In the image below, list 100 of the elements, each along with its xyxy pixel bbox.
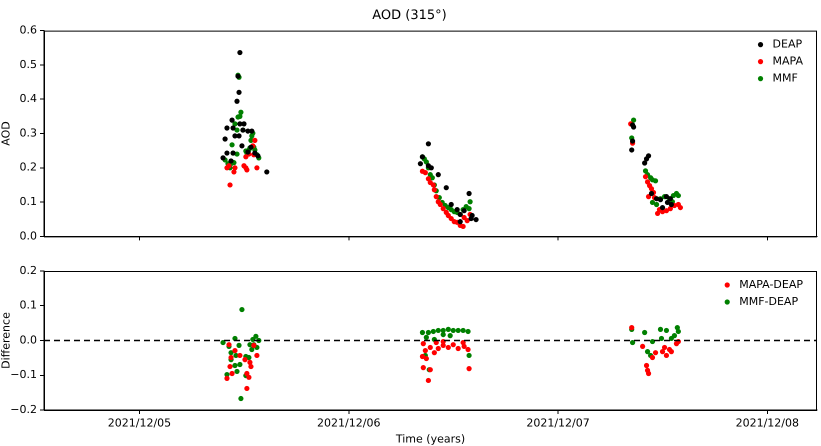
point xyxy=(642,330,648,336)
point xyxy=(426,330,431,336)
point xyxy=(664,328,670,334)
point xyxy=(668,202,674,208)
point xyxy=(466,352,472,358)
point xyxy=(234,368,240,374)
y-tick-label: 0.2 xyxy=(20,264,37,277)
point xyxy=(432,350,437,356)
point xyxy=(662,344,668,350)
point xyxy=(450,328,456,334)
point xyxy=(650,338,656,344)
point xyxy=(220,340,226,346)
point xyxy=(644,349,650,354)
point xyxy=(236,90,242,95)
point xyxy=(658,326,664,332)
point xyxy=(640,344,646,350)
point xyxy=(646,153,652,158)
y-tick-label: 0.0 xyxy=(20,333,37,346)
point xyxy=(644,368,650,373)
y-tick-label: 0.3 xyxy=(20,126,37,140)
point xyxy=(664,208,670,214)
point xyxy=(473,216,479,222)
point xyxy=(232,362,238,368)
point xyxy=(466,190,472,196)
y-tick-label: 0.6 xyxy=(20,23,37,36)
point xyxy=(458,219,463,224)
point xyxy=(249,346,254,352)
point xyxy=(246,374,252,380)
point xyxy=(460,340,466,346)
point xyxy=(456,346,461,352)
point xyxy=(456,328,461,334)
point xyxy=(237,50,242,56)
point xyxy=(228,158,234,164)
point xyxy=(422,348,428,354)
point xyxy=(227,364,233,370)
point xyxy=(228,350,234,356)
point xyxy=(664,200,670,206)
y-tick-label: 0.1 xyxy=(20,194,37,208)
point xyxy=(678,204,683,210)
legend-label: MAPA xyxy=(772,54,804,68)
point xyxy=(239,306,245,312)
point xyxy=(664,352,670,358)
point xyxy=(242,357,248,362)
x-tick-label: 2021/12/05 xyxy=(108,416,172,430)
point xyxy=(222,136,228,142)
point xyxy=(466,366,472,372)
y-tick-label: −0.1 xyxy=(10,368,37,382)
point xyxy=(428,165,434,170)
point xyxy=(420,365,426,370)
point xyxy=(420,354,426,360)
point xyxy=(666,346,672,352)
point xyxy=(654,210,660,216)
point xyxy=(224,376,230,381)
point xyxy=(234,98,240,104)
point xyxy=(244,386,250,392)
point xyxy=(236,342,242,348)
y-tick-label: −0.2 xyxy=(10,402,37,416)
point xyxy=(227,182,233,188)
x-tick-label: 2021/12/08 xyxy=(736,416,799,430)
y-tick-label: 0.5 xyxy=(20,58,37,71)
point xyxy=(232,165,238,170)
x-axis-title: Time (years) xyxy=(394,432,466,446)
point xyxy=(430,328,436,334)
point xyxy=(252,138,258,143)
point xyxy=(660,349,666,354)
chart-title: AOD (315°) xyxy=(372,8,447,24)
point xyxy=(642,160,648,166)
point xyxy=(630,340,636,346)
point xyxy=(676,328,681,334)
point xyxy=(460,328,466,334)
point xyxy=(446,344,451,350)
point xyxy=(426,378,431,384)
point xyxy=(444,185,449,190)
point xyxy=(660,204,666,210)
point xyxy=(424,334,429,340)
point xyxy=(230,125,236,131)
point xyxy=(238,396,244,402)
point xyxy=(436,172,441,178)
point xyxy=(237,362,242,368)
point xyxy=(658,336,664,342)
y-tick-label: 0.2 xyxy=(20,160,37,174)
point xyxy=(428,344,433,350)
point xyxy=(418,161,423,166)
point xyxy=(236,133,242,138)
legend-label: MMF-DEAP xyxy=(739,294,798,308)
y-tick-label: 0.4 xyxy=(20,92,37,106)
point xyxy=(248,364,254,370)
point xyxy=(264,169,270,175)
point xyxy=(422,170,428,176)
legend-label: DEAP xyxy=(772,37,802,50)
point xyxy=(232,348,238,354)
point xyxy=(652,350,658,356)
point xyxy=(465,328,471,334)
y-axis-title: AOD xyxy=(0,121,12,146)
point xyxy=(424,356,429,362)
point xyxy=(250,336,256,342)
point xyxy=(426,141,431,146)
point xyxy=(672,333,678,338)
point xyxy=(440,206,446,212)
point xyxy=(229,118,235,123)
